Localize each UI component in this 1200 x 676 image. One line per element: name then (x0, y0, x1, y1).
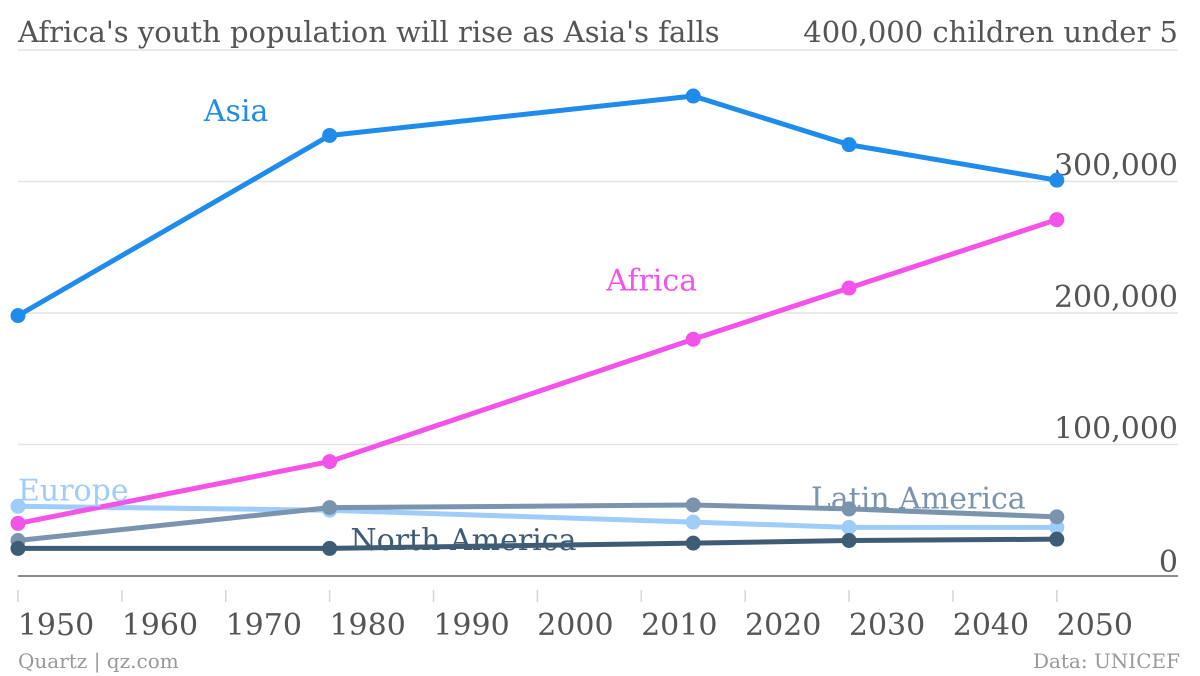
data-source: Data: UNICEF (1033, 649, 1180, 673)
data-point (1049, 212, 1065, 228)
data-point (685, 88, 701, 104)
series-label: North America (350, 523, 576, 558)
data-point (322, 127, 338, 143)
x-tick-label: 1970 (226, 608, 302, 643)
data-point (322, 454, 338, 470)
data-point (685, 497, 701, 513)
series-latin-america (10, 497, 1065, 548)
x-tick-label: 2050 (1057, 608, 1133, 643)
x-tick-label: 1950 (18, 608, 94, 643)
x-tick-label: 1960 (122, 608, 198, 643)
series-asia (10, 88, 1065, 324)
data-point (10, 308, 26, 324)
series-label: Latin America (811, 481, 1026, 516)
source-credit: Quartz | qz.com (18, 649, 179, 674)
series-label: Asia (203, 94, 269, 129)
data-point (1049, 509, 1065, 525)
series-africa (10, 212, 1065, 531)
data-point (841, 137, 857, 153)
x-axis: 1950 1960 1970 1980 1990 2000 2010 2020 2030 2040… (17, 575, 1178, 643)
series-label: Africa (605, 264, 697, 299)
x-tick-label: 2020 (745, 608, 821, 643)
data-point (685, 535, 701, 551)
series-line (15, 217, 1060, 526)
data-point (841, 280, 857, 296)
data-point (10, 540, 26, 556)
series-line (15, 93, 1060, 319)
x-tick-label: 2030 (849, 608, 925, 643)
data-point (10, 515, 26, 531)
y-axis-title: 400,000 children under 5 (803, 15, 1178, 49)
y-axis: 0 100,000 200,000 300,000 (1054, 149, 1178, 581)
x-tick-label: 2040 (953, 608, 1029, 643)
x-tick-label: 1990 (433, 608, 509, 643)
data-point (10, 498, 26, 514)
data-point (685, 331, 701, 347)
chart-title: Africa's youth population will rise as A… (17, 15, 720, 49)
data-point (841, 532, 857, 548)
data-point (841, 501, 857, 517)
y-tick-label: 100,000 (1054, 412, 1178, 447)
series-group (10, 88, 1065, 556)
y-tick-label: 0 (1159, 545, 1178, 580)
y-tick-label: 300,000 (1054, 149, 1178, 184)
data-point (841, 519, 857, 535)
data-point (1049, 172, 1065, 188)
data-point (685, 514, 701, 530)
series-north-america (10, 531, 1065, 556)
x-tick-label: 2000 (537, 608, 613, 643)
y-tick-label: 200,000 (1054, 280, 1178, 315)
x-tick-label: 1980 (329, 608, 405, 643)
x-tick-label: 2010 (641, 608, 717, 643)
data-point (322, 540, 338, 556)
data-point (322, 500, 338, 516)
data-point (1049, 519, 1065, 535)
data-point (1049, 531, 1065, 547)
series-label: Europe (18, 473, 129, 508)
gridlines (18, 49, 1178, 446)
series-labels: Asia Africa Europe Latin America North Ameri… (18, 94, 1026, 558)
